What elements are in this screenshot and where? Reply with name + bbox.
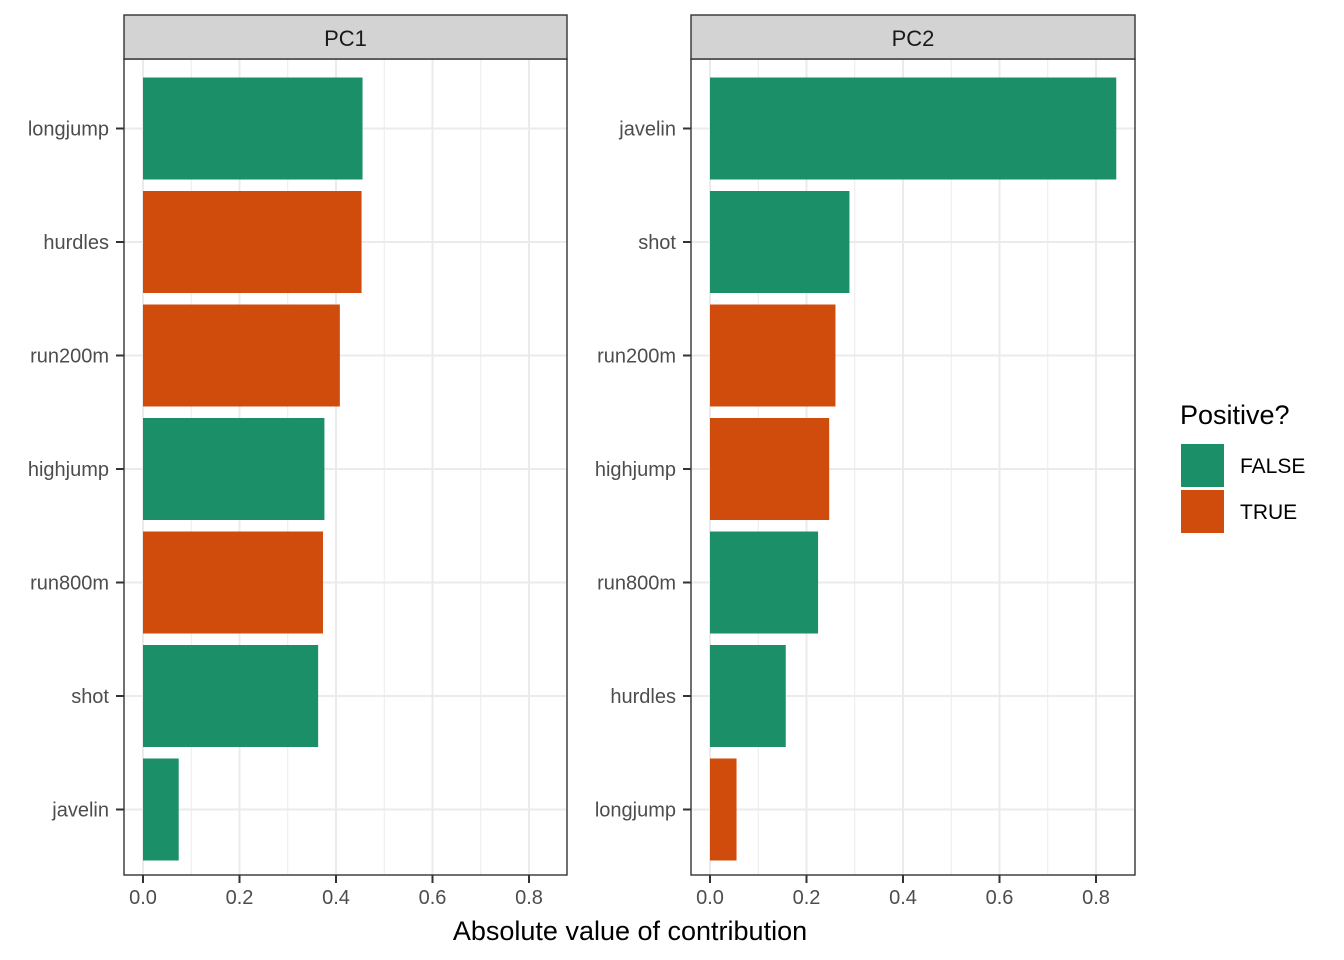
legend-label-false: FALSE (1240, 455, 1305, 478)
x-tick-label: 0.4 (889, 887, 917, 909)
x-tick-label: 0.2 (226, 887, 254, 909)
panels-layer: PC1 longjump hurdles run200m highjump run800m… (28, 14, 1136, 909)
y-tick-label: longjump (28, 119, 109, 141)
bar-javelin (143, 758, 179, 861)
y-tick-label: longjump (595, 800, 676, 822)
y-tick-label: javelin (51, 800, 109, 822)
strip-label: PC2 (892, 26, 935, 51)
y-tick-label: run800m (597, 573, 676, 595)
x-tick-label: 0.0 (696, 887, 724, 909)
legend-label-true: TRUE (1240, 501, 1297, 524)
bar-hurdles (143, 191, 362, 293)
bar-longjump (710, 758, 737, 861)
x-tick-label: 0.8 (515, 887, 543, 909)
y-tick-label: highjump (28, 459, 109, 481)
bar-shot (710, 191, 850, 293)
legend-title: Positive? (1180, 400, 1290, 430)
strip-background (690, 14, 1136, 60)
bar-highjump (143, 418, 325, 520)
bar-run200m (710, 304, 836, 407)
x-tick-label: 0.6 (986, 887, 1014, 909)
x-tick-label: 0.8 (1082, 887, 1110, 909)
bar-hurdles (710, 645, 786, 747)
strip-label: PC1 (324, 26, 367, 51)
x-tick-label: 0.2 (793, 887, 821, 909)
y-tick-label: shot (71, 686, 109, 708)
y-tick-label: run200m (597, 346, 676, 368)
legend-key-false (1181, 444, 1224, 487)
y-tick-label: hurdles (43, 232, 109, 254)
bar-javelin (710, 77, 1117, 180)
y-tick-label: highjump (595, 459, 676, 481)
strip-background (123, 14, 568, 60)
x-tick-label: 0.4 (322, 887, 350, 909)
bar-run800m (710, 531, 819, 634)
legend: Positive? FALSE TRUE (1180, 400, 1305, 533)
legend-key-true (1181, 490, 1224, 533)
bar-shot (143, 645, 319, 747)
bar-run200m (143, 304, 340, 407)
bar-highjump (710, 418, 830, 520)
y-tick-label: hurdles (610, 686, 676, 708)
x-tick-label: 0.0 (129, 887, 157, 909)
panel-pc2: PC2 javelin shot run200m highjump run800m hurd… (595, 14, 1136, 909)
panel-pc1: PC1 longjump hurdles run200m highjump run800m… (28, 14, 568, 909)
y-tick-label: shot (638, 232, 676, 254)
bar-run800m (143, 531, 323, 634)
x-tick-label: 0.6 (419, 887, 447, 909)
y-tick-label: run800m (30, 573, 109, 595)
x-axis-title: Absolute value of contribution (453, 916, 807, 946)
bar-longjump (143, 77, 363, 180)
y-tick-label: run200m (30, 346, 109, 368)
y-tick-label: javelin (618, 119, 676, 141)
